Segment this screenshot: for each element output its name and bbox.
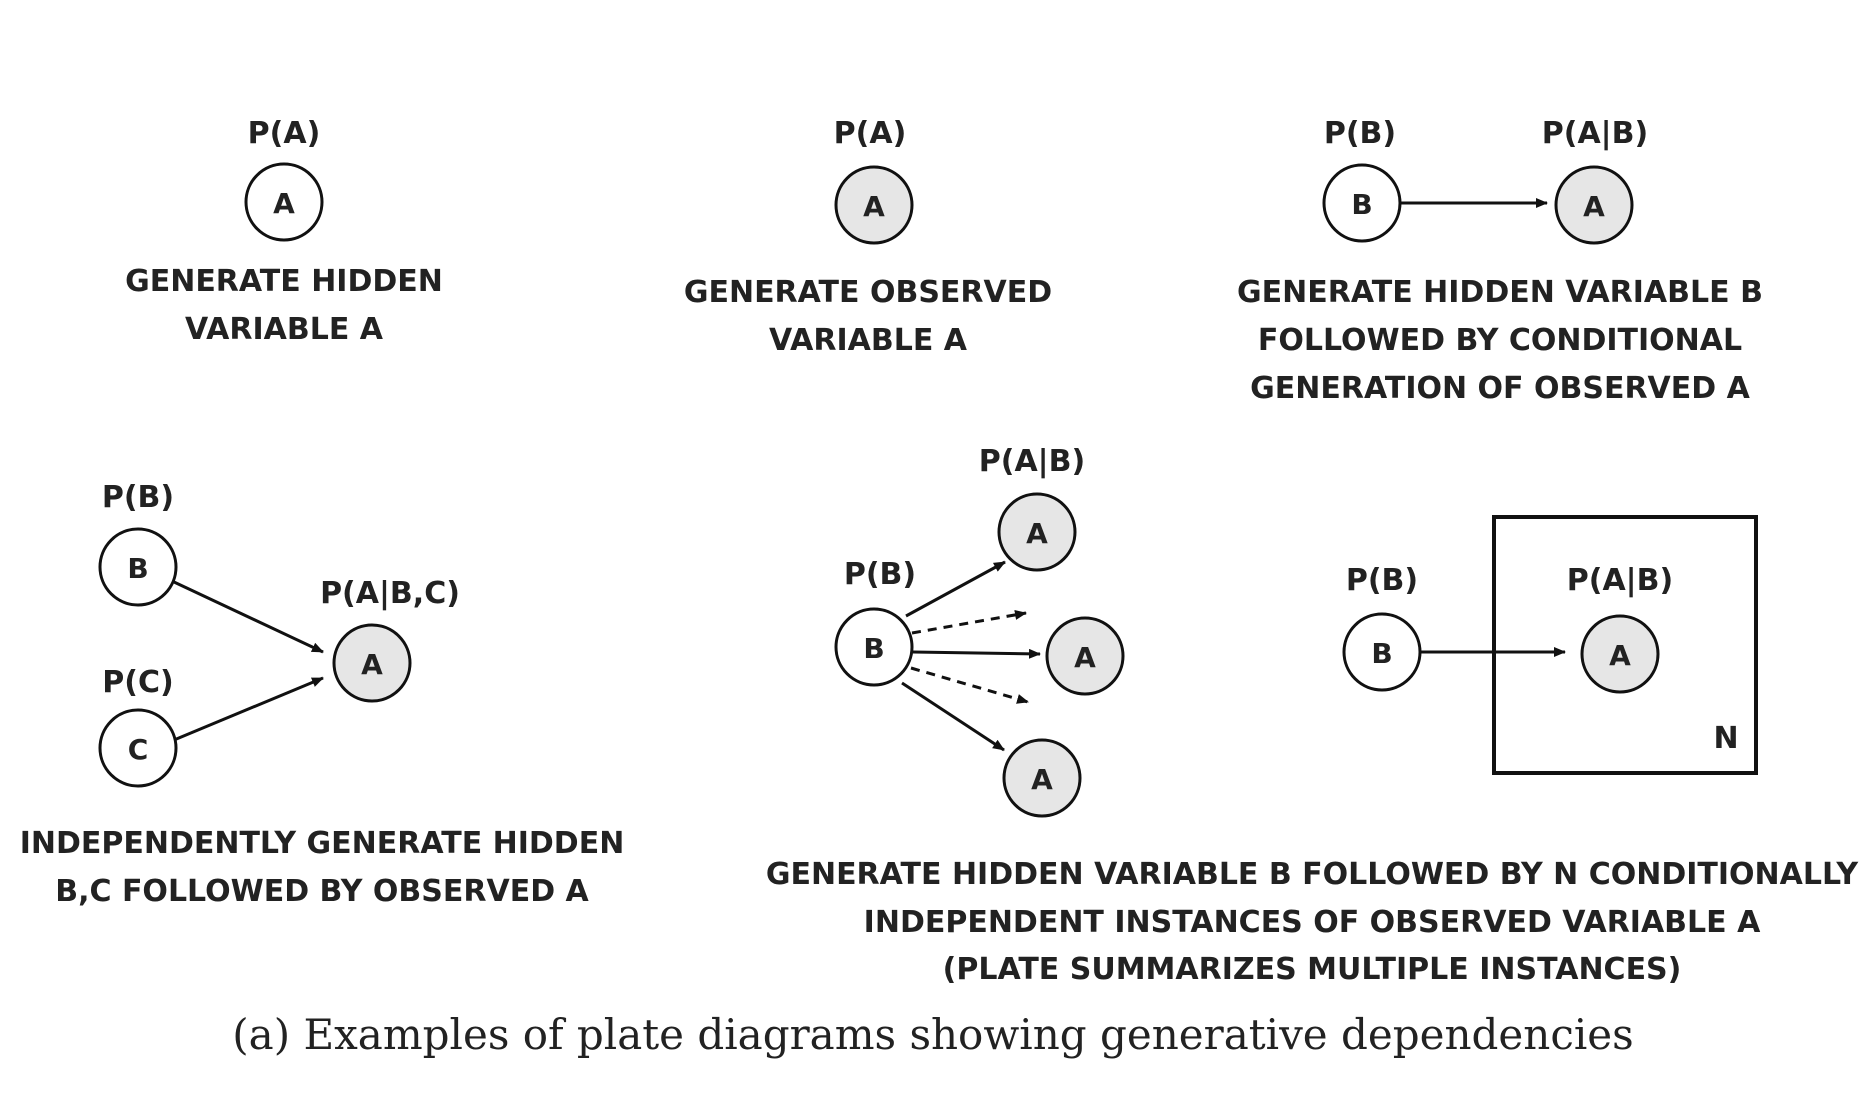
desc-line-1: GENERATE HIDDEN — [125, 264, 443, 299]
node-label-b: B — [1371, 637, 1392, 670]
label-p-a: P(A) — [248, 116, 321, 151]
node-observed-a — [834, 165, 914, 245]
edge-b-to-a-bottom — [901, 681, 1005, 752]
plate-label-n: N — [1713, 721, 1738, 756]
label-p-a-given-b-c: P(A|B,C) — [320, 576, 460, 611]
node-label-b: B — [127, 552, 148, 585]
desc-line-2: VARIABLE A — [185, 312, 384, 347]
label-p-b: P(B) — [844, 557, 916, 592]
edge-b-to-a — [173, 580, 324, 654]
label-p-b: P(B) — [1324, 116, 1396, 151]
node-label-a-top: A — [1026, 517, 1048, 550]
node-hidden-b — [834, 607, 914, 687]
shared-description: GENERATE HIDDEN VARIABLE B FOLLOWED BY N… — [766, 857, 1860, 987]
panel-b-to-a: P(B) P(A|B) B A GENERATE HIDDEN VARIABLE… — [1237, 116, 1763, 406]
label-p-a: P(A) — [834, 116, 907, 151]
plate-box — [1492, 515, 1758, 775]
node-observed-a-mid — [1045, 616, 1125, 696]
desc-line-3: GENERATION OF OBSERVED A — [1250, 371, 1750, 406]
node-observed-a — [332, 623, 412, 703]
node-label-a: A — [361, 648, 383, 681]
panel-observed-a: P(A) A GENERATE OBSERVED VARIABLE A — [684, 116, 1052, 358]
edge-b-to-a-mid — [912, 648, 1041, 659]
node-label-a: A — [273, 187, 295, 220]
panel-hidden-a: P(A) A GENERATE HIDDEN VARIABLE A — [125, 116, 443, 347]
shared-desc-line-2: INDEPENDENT INSTANCES OF OBSERVED VARIAB… — [864, 905, 1761, 940]
label-p-c: P(C) — [102, 665, 173, 700]
figure-caption: (a) Examples of plate diagrams showing g… — [232, 1010, 1633, 1059]
edge-c-to-a — [173, 676, 324, 742]
desc-line-2: FOLLOWED BY CONDITIONAL — [1258, 323, 1742, 358]
label-p-a-given-b: P(A|B) — [1542, 116, 1648, 151]
node-hidden-a — [244, 162, 324, 242]
desc-line-1: INDEPENDENTLY GENERATE HIDDEN — [20, 826, 625, 861]
desc-line-1: GENERATE OBSERVED — [684, 275, 1052, 310]
label-p-b: P(B) — [1346, 563, 1418, 598]
node-observed-a-top — [997, 492, 1077, 572]
desc-line-2: VARIABLE A — [769, 323, 968, 358]
node-label-a-bottom: A — [1031, 763, 1053, 796]
desc-line-1: GENERATE HIDDEN VARIABLE B — [1237, 275, 1763, 310]
panel-plate-notation: P(B) P(A|B) B A N — [1342, 515, 1758, 775]
node-label-a-mid: A — [1074, 641, 1096, 674]
node-label-b: B — [863, 632, 884, 665]
node-hidden-c — [98, 708, 178, 788]
node-label-a: A — [1609, 639, 1631, 672]
label-p-a-given-b: P(A|B) — [979, 444, 1085, 479]
node-label-a: A — [863, 190, 885, 223]
node-hidden-b — [1322, 163, 1402, 243]
shared-desc-line-1: GENERATE HIDDEN VARIABLE B FOLLOWED BY N… — [766, 857, 1860, 892]
node-label-b: B — [1351, 188, 1372, 221]
edge-b-to-a-top — [905, 560, 1006, 618]
node-label-a: A — [1583, 190, 1605, 223]
label-p-a-given-b: P(A|B) — [1567, 563, 1673, 598]
node-observed-a — [1554, 165, 1634, 245]
panel-b-to-many-a: P(A|B) P(B) B A A A — [834, 444, 1125, 818]
panel-b-c-to-a: P(B) P(C) P(A|B,C) B C A INDEPENDENTLY G… — [20, 480, 625, 909]
edge-b-to-instance-dashed-1 — [911, 609, 1027, 635]
node-label-c: C — [128, 733, 149, 766]
desc-line-2: B,C FOLLOWED BY OBSERVED A — [55, 874, 589, 909]
edge-b-to-instance-dashed-2 — [910, 666, 1029, 704]
node-observed-a — [1580, 614, 1660, 694]
label-p-b: P(B) — [102, 480, 174, 515]
shared-desc-line-3: (PLATE SUMMARIZES MULTIPLE INSTANCES) — [943, 952, 1682, 987]
node-hidden-b — [1342, 612, 1422, 692]
node-observed-a-bottom — [1002, 738, 1082, 818]
node-hidden-b — [98, 527, 178, 607]
